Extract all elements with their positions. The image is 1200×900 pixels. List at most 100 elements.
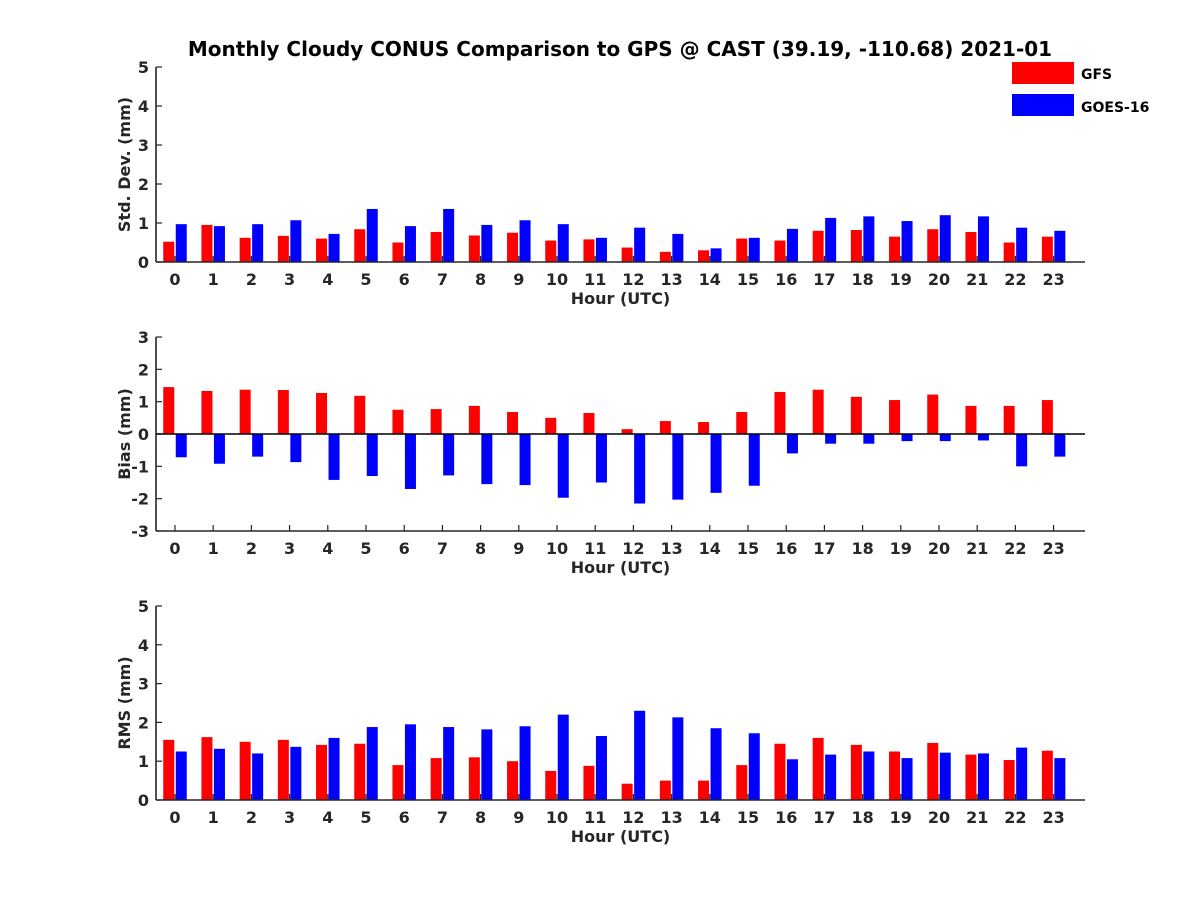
bar-gfs bbox=[1041, 400, 1053, 434]
bar-gfs bbox=[621, 429, 633, 434]
bar-goes16 bbox=[748, 733, 760, 800]
bar-goes16 bbox=[595, 735, 607, 800]
x-tick-label: 7 bbox=[437, 270, 448, 289]
y-tick-label: 0 bbox=[138, 425, 149, 444]
x-tick-label: 15 bbox=[737, 808, 759, 827]
x-tick-label: 17 bbox=[813, 808, 835, 827]
bar-gfs bbox=[698, 780, 710, 800]
x-tick-label: 13 bbox=[660, 270, 682, 289]
bar-gfs bbox=[354, 395, 366, 434]
y-tick-label: 1 bbox=[138, 752, 149, 771]
bar-gfs bbox=[850, 396, 862, 434]
y-tick-label: -3 bbox=[131, 522, 149, 541]
bar-gfs bbox=[583, 412, 595, 434]
bar-goes16 bbox=[290, 220, 302, 262]
bar-goes16 bbox=[557, 434, 569, 498]
bar-goes16 bbox=[939, 215, 951, 262]
bar-gfs bbox=[812, 389, 824, 434]
bar-gfs bbox=[1003, 760, 1015, 800]
bar-goes16 bbox=[481, 729, 493, 800]
bar-gfs bbox=[965, 231, 977, 262]
bar-gfs bbox=[889, 751, 901, 800]
bar-gfs bbox=[163, 387, 175, 434]
x-tick-label: 5 bbox=[360, 808, 371, 827]
bar-gfs bbox=[507, 232, 519, 262]
bar-gfs bbox=[507, 412, 519, 434]
bar-goes16 bbox=[710, 434, 722, 493]
bar-goes16 bbox=[443, 727, 455, 800]
x-tick-label: 15 bbox=[737, 270, 759, 289]
bar-gfs bbox=[659, 251, 671, 262]
bar-goes16 bbox=[404, 724, 416, 800]
x-tick-label: 8 bbox=[475, 270, 486, 289]
x-tick-label: 23 bbox=[1042, 808, 1064, 827]
bar-goes16 bbox=[786, 434, 798, 454]
bar-goes16 bbox=[519, 726, 531, 800]
x-axis-label: Hour (UTC) bbox=[571, 558, 671, 577]
bar-goes16 bbox=[366, 434, 378, 477]
bar-gfs bbox=[736, 238, 748, 262]
x-tick-label: 4 bbox=[322, 539, 333, 558]
bar-gfs bbox=[965, 405, 977, 434]
x-tick-label: 13 bbox=[660, 539, 682, 558]
bar-gfs bbox=[889, 236, 901, 262]
bar-gfs bbox=[163, 739, 175, 800]
x-tick-label: 22 bbox=[1004, 808, 1026, 827]
bar-goes16 bbox=[519, 220, 531, 262]
y-tick-label: 1 bbox=[138, 393, 149, 412]
y-tick-label: 4 bbox=[138, 97, 149, 116]
y-tick-label: -2 bbox=[131, 490, 149, 509]
bar-gfs bbox=[239, 237, 251, 262]
x-tick-label: 3 bbox=[284, 270, 295, 289]
bar-goes16 bbox=[557, 714, 569, 800]
bar-gfs bbox=[392, 409, 404, 434]
bar-gfs bbox=[430, 409, 442, 434]
bar-goes16 bbox=[786, 228, 798, 262]
y-tick-label: 2 bbox=[138, 360, 149, 379]
bar-goes16 bbox=[328, 737, 340, 800]
bar-goes16 bbox=[404, 434, 416, 489]
bar-goes16 bbox=[290, 746, 302, 800]
bar-gfs bbox=[621, 783, 633, 800]
y-tick-label: 4 bbox=[138, 636, 149, 655]
x-tick-label: 19 bbox=[890, 808, 912, 827]
bar-gfs bbox=[850, 744, 862, 800]
bar-gfs bbox=[1041, 236, 1053, 262]
bar-gfs bbox=[889, 400, 901, 434]
bar-gfs bbox=[316, 744, 328, 800]
x-tick-label: 14 bbox=[699, 539, 721, 558]
x-tick-label: 12 bbox=[622, 270, 644, 289]
bar-gfs bbox=[354, 743, 366, 800]
x-tick-label: 15 bbox=[737, 539, 759, 558]
x-tick-label: 21 bbox=[966, 539, 988, 558]
bar-gfs bbox=[277, 235, 289, 262]
bar-gfs bbox=[277, 390, 289, 434]
bar-goes16 bbox=[366, 727, 378, 800]
y-tick-label: 3 bbox=[138, 328, 149, 347]
bar-goes16 bbox=[939, 434, 951, 442]
bar-goes16 bbox=[710, 728, 722, 800]
x-tick-label: 17 bbox=[813, 270, 835, 289]
bar-goes16 bbox=[977, 216, 989, 262]
bar-gfs bbox=[430, 758, 442, 800]
bar-goes16 bbox=[175, 224, 187, 262]
y-tick-label: 2 bbox=[138, 713, 149, 732]
bar-goes16 bbox=[595, 237, 607, 262]
bar-goes16 bbox=[748, 434, 760, 486]
bar-gfs bbox=[583, 239, 595, 262]
x-tick-label: 21 bbox=[966, 270, 988, 289]
x-tick-label: 1 bbox=[208, 539, 219, 558]
bar-gfs bbox=[392, 242, 404, 262]
x-tick-label: 2 bbox=[246, 270, 257, 289]
bar-goes16 bbox=[901, 758, 913, 800]
x-tick-label: 14 bbox=[699, 808, 721, 827]
bar-gfs bbox=[316, 392, 328, 434]
x-tick-label: 16 bbox=[775, 808, 797, 827]
x-tick-label: 4 bbox=[322, 808, 333, 827]
x-tick-label: 18 bbox=[851, 539, 873, 558]
bar-goes16 bbox=[1054, 434, 1066, 457]
bar-goes16 bbox=[863, 434, 875, 444]
x-tick-label: 9 bbox=[513, 270, 524, 289]
x-axis-label: Hour (UTC) bbox=[571, 827, 671, 846]
